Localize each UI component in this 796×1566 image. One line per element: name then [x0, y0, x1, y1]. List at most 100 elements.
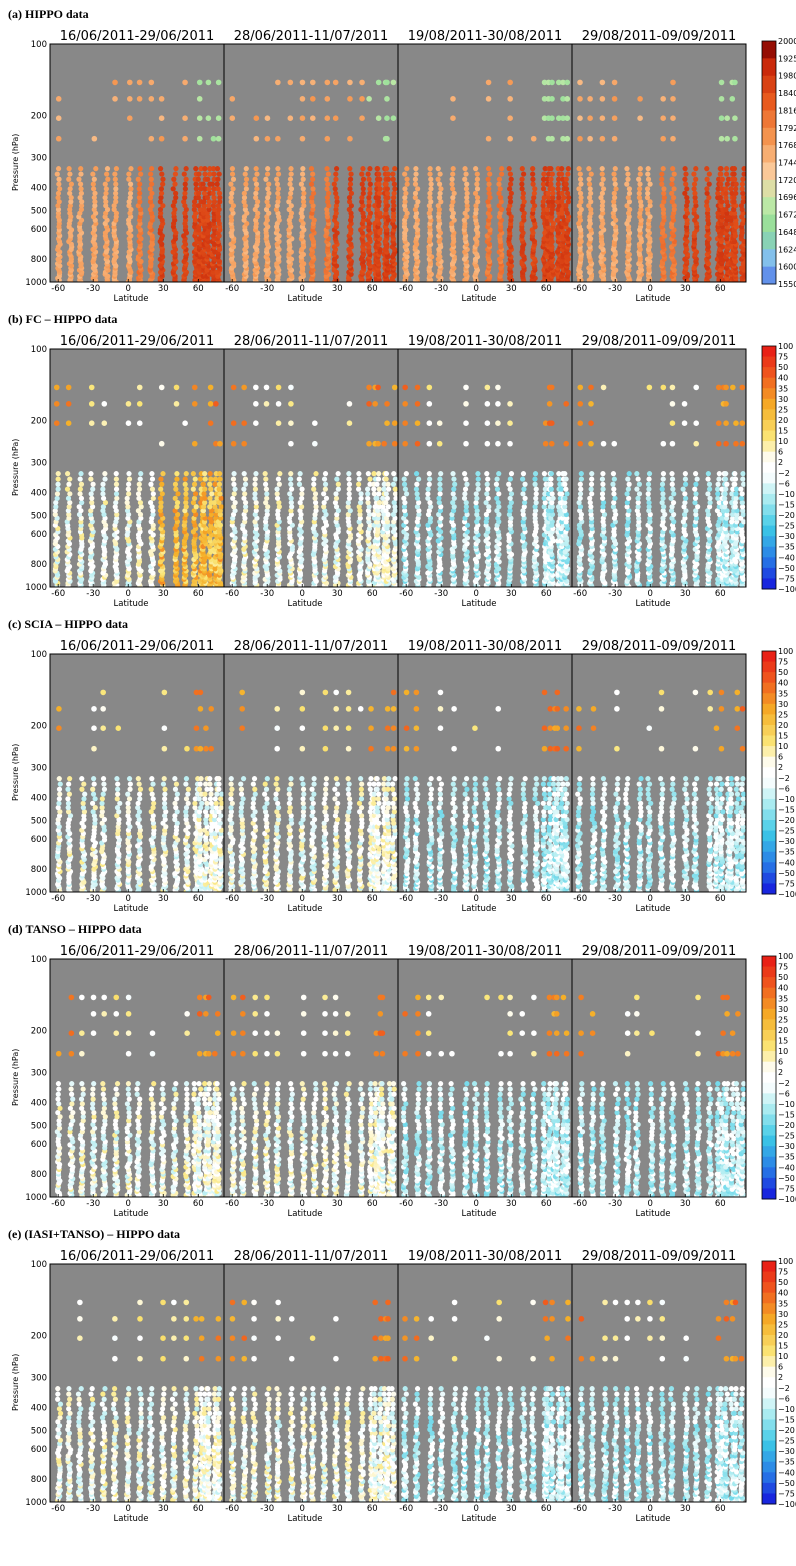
data-point — [348, 190, 355, 196]
x-axis-label: Latitude — [114, 294, 149, 304]
data-point — [347, 199, 353, 205]
data-point — [126, 96, 133, 102]
data-point — [170, 203, 176, 209]
data-point — [390, 206, 396, 213]
data-point — [544, 210, 551, 216]
data-point — [564, 96, 571, 102]
data-point — [198, 486, 204, 492]
data-point — [704, 166, 710, 172]
data-point — [321, 504, 327, 510]
y-tick-label: 200 — [31, 417, 47, 427]
data-point — [217, 511, 223, 518]
data-point — [100, 508, 106, 514]
data-point — [521, 500, 528, 506]
data-point — [217, 195, 223, 201]
data-point — [333, 190, 339, 196]
data-point — [451, 504, 457, 510]
data-point — [276, 500, 282, 506]
data-point — [322, 486, 329, 492]
data-point — [312, 491, 319, 497]
data-point — [310, 171, 316, 177]
data-point — [563, 186, 570, 192]
data-point — [67, 203, 73, 209]
data-point — [549, 199, 556, 205]
data-point — [414, 440, 421, 447]
data-point — [182, 79, 188, 86]
data-point — [450, 171, 456, 177]
data-point — [684, 186, 690, 192]
data-point — [612, 181, 618, 187]
data-point — [496, 190, 502, 196]
data-point — [200, 511, 207, 518]
data-point — [212, 481, 218, 487]
data-point — [723, 186, 729, 192]
data-point — [347, 181, 354, 187]
data-point — [346, 206, 352, 213]
data-point — [541, 504, 547, 510]
data-point — [637, 186, 643, 192]
data-point — [356, 481, 362, 487]
data-point — [414, 491, 420, 497]
y-tick-label: 600 — [31, 530, 47, 540]
data-point — [148, 195, 154, 201]
data-point — [193, 166, 199, 172]
data-point — [228, 195, 234, 201]
data-point — [402, 500, 408, 506]
y-tick-label: 100 — [31, 40, 47, 50]
data-point — [463, 384, 469, 391]
data-point — [275, 420, 282, 426]
data-point — [324, 176, 330, 182]
data-point — [486, 186, 492, 192]
data-point — [288, 203, 294, 209]
data-point — [201, 206, 207, 213]
data-point — [321, 500, 327, 506]
data-point — [333, 504, 340, 510]
data-point — [385, 481, 391, 487]
data-point — [242, 500, 249, 506]
data-point — [542, 440, 549, 447]
data-point — [66, 504, 72, 510]
data-point — [103, 186, 109, 192]
x-tick-label: -30 — [86, 284, 100, 294]
data-point — [391, 203, 397, 209]
data-point — [506, 166, 512, 172]
data-point — [232, 486, 238, 492]
data-point — [356, 504, 362, 510]
data-point — [127, 195, 133, 201]
data-point — [669, 199, 675, 205]
data-point — [507, 195, 513, 201]
data-point — [296, 476, 302, 482]
data-point — [158, 476, 164, 482]
data-point — [380, 495, 386, 501]
data-point — [275, 508, 281, 514]
panel-label: (b) FC – HIPPO data — [8, 312, 117, 326]
data-point — [391, 195, 397, 201]
data-point — [507, 508, 513, 514]
data-point — [312, 495, 318, 501]
data-point — [521, 199, 527, 205]
data-point — [137, 166, 143, 172]
data-point — [402, 486, 409, 492]
data-point — [136, 96, 143, 102]
data-point — [588, 206, 594, 213]
data-point — [473, 500, 479, 506]
data-point — [334, 199, 340, 205]
data-point — [55, 195, 61, 201]
data-point — [325, 181, 331, 187]
data-point — [426, 420, 433, 426]
data-point — [428, 504, 434, 510]
data-point — [485, 96, 492, 102]
data-point — [158, 440, 165, 447]
data-point — [324, 115, 331, 121]
data-point — [66, 481, 72, 487]
data-point — [522, 481, 528, 487]
data-point — [65, 495, 72, 501]
data-point — [375, 384, 381, 391]
x-tick-label: 0 — [474, 284, 479, 294]
data-point — [577, 171, 583, 177]
colorbar-tick-label: 1925 — [778, 54, 796, 63]
data-point — [731, 206, 737, 213]
data-point — [586, 181, 593, 187]
data-point — [232, 500, 238, 506]
